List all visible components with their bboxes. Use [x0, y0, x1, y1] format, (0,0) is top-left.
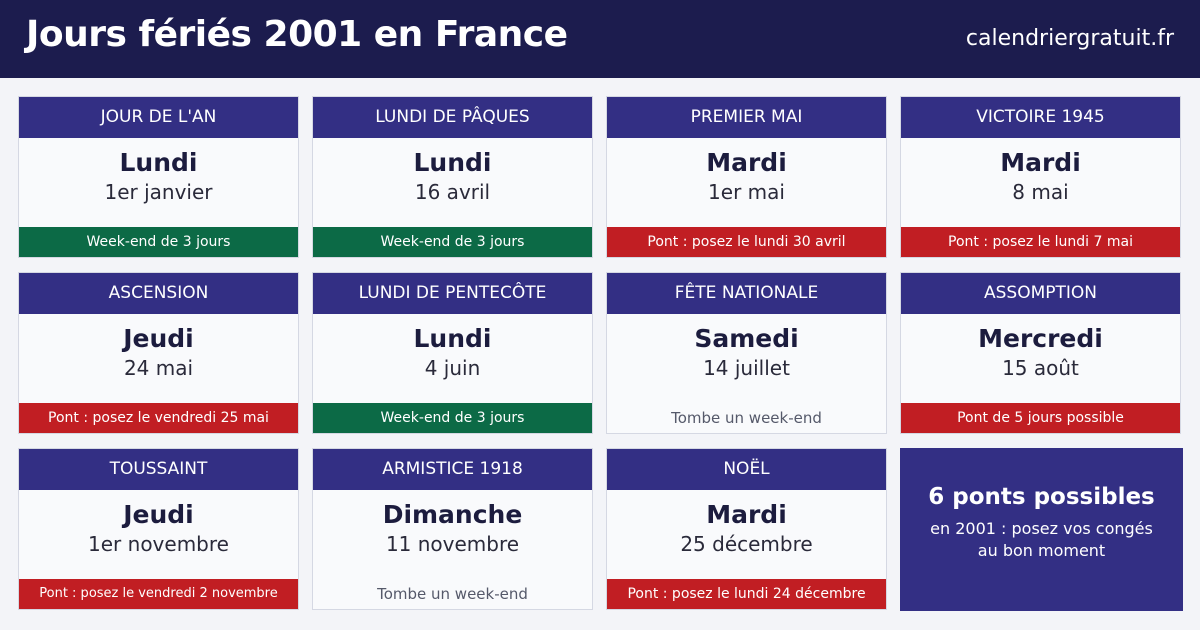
holiday-weekday: Lundi: [413, 324, 492, 353]
weekend-note: Tombe un week-end: [377, 585, 528, 603]
holiday-date: 1er novembre: [88, 532, 229, 556]
holiday-card-lundi-de-pentecote: LUNDI DE PENTECÔTE Lundi 4 juin Week-end…: [312, 272, 593, 434]
holiday-weekday: Samedi: [694, 324, 799, 353]
holiday-weekday: Dimanche: [382, 500, 523, 529]
header-bar: Jours fériés 2001 en France calendriergr…: [0, 0, 1200, 78]
holiday-card-jour-de-l-an: JOUR DE L'AN Lundi 1er janvier Week-end …: [18, 96, 299, 258]
bridge-badge: Pont : posez le lundi 24 décembre: [607, 579, 886, 609]
bridge-badge: Pont de 5 jours possible: [901, 403, 1180, 433]
holiday-card-premier-mai: PREMIER MAI Mardi 1er mai Pont : posez l…: [606, 96, 887, 258]
holiday-name: PREMIER MAI: [607, 97, 886, 138]
holiday-name: LUNDI DE PENTECÔTE: [313, 273, 592, 314]
holiday-card-noel: NOËL Mardi 25 décembre Pont : posez le l…: [606, 448, 887, 610]
holiday-card-assomption: ASSOMPTION Mercredi 15 août Pont de 5 jo…: [900, 272, 1181, 434]
weekend-badge: Week-end de 3 jours: [313, 403, 592, 433]
bridge-badge: Pont : posez le lundi 7 mai: [901, 227, 1180, 257]
weekend-note: Tombe un week-end: [671, 409, 822, 427]
holiday-date: 8 mai: [1012, 180, 1069, 204]
holiday-weekday: Mercredi: [978, 324, 1103, 353]
holiday-name: NOËL: [607, 449, 886, 490]
holiday-date: 16 avril: [414, 180, 491, 204]
holiday-date: 24 mai: [123, 356, 194, 380]
holiday-card-lundi-de-paques: LUNDI DE PÂQUES Lundi 16 avril Week-end …: [312, 96, 593, 258]
holiday-name: LUNDI DE PÂQUES: [313, 97, 592, 138]
holiday-name: ARMISTICE 1918: [313, 449, 592, 490]
summary-text: en 2001 : posez vos congés au bon moment: [930, 519, 1153, 560]
holiday-weekday: Jeudi: [123, 324, 194, 353]
bridge-badge: Pont : posez le lundi 30 avril: [607, 227, 886, 257]
holiday-card-fete-nationale: FÊTE NATIONALE Samedi 14 juillet Tombe u…: [606, 272, 887, 434]
holiday-date: 25 décembre: [680, 532, 813, 556]
holiday-weekday: Mardi: [706, 500, 787, 529]
bridge-badge: Pont : posez le vendredi 2 novembre: [19, 579, 298, 609]
holiday-name: FÊTE NATIONALE: [607, 273, 886, 314]
weekend-badge: Week-end de 3 jours: [313, 227, 592, 257]
holiday-card-ascension: ASCENSION Jeudi 24 mai Pont : posez le v…: [18, 272, 299, 434]
holiday-date: 15 août: [1002, 356, 1079, 380]
holiday-weekday: Lundi: [413, 148, 492, 177]
holiday-weekday: Mardi: [706, 148, 787, 177]
bridge-badge: Pont : posez le vendredi 25 mai: [19, 403, 298, 433]
holiday-name: ASSOMPTION: [901, 273, 1180, 314]
holiday-weekday: Lundi: [119, 148, 198, 177]
holiday-name: TOUSSAINT: [19, 449, 298, 490]
site-name: calendriergratuit.fr: [965, 26, 1174, 51]
holiday-date: 11 novembre: [385, 532, 520, 556]
summary-box: 6 ponts possibles en 2001 : posez vos co…: [900, 448, 1183, 611]
holiday-card-toussaint: TOUSSAINT Jeudi 1er novembre Pont : pose…: [18, 448, 299, 610]
holiday-weekday: Mardi: [1000, 148, 1081, 177]
holiday-date: 4 juin: [424, 356, 481, 380]
holiday-date: 1er mai: [708, 180, 785, 204]
holiday-name: VICTOIRE 1945: [901, 97, 1180, 138]
page-title: Jours fériés 2001 en France: [26, 14, 568, 55]
holiday-name: JOUR DE L'AN: [19, 97, 298, 138]
holiday-card-armistice-1918: ARMISTICE 1918 Dimanche 11 novembre Tomb…: [312, 448, 593, 610]
holiday-card-victoire-1945: VICTOIRE 1945 Mardi 8 mai Pont : posez l…: [900, 96, 1181, 258]
holiday-name: ASCENSION: [19, 273, 298, 314]
holiday-date: 14 juillet: [703, 356, 790, 380]
summary-title: 6 ponts possibles: [928, 484, 1155, 510]
weekend-badge: Week-end de 3 jours: [19, 227, 298, 257]
holiday-weekday: Jeudi: [123, 500, 194, 529]
holiday-date: 1er janvier: [104, 180, 213, 204]
